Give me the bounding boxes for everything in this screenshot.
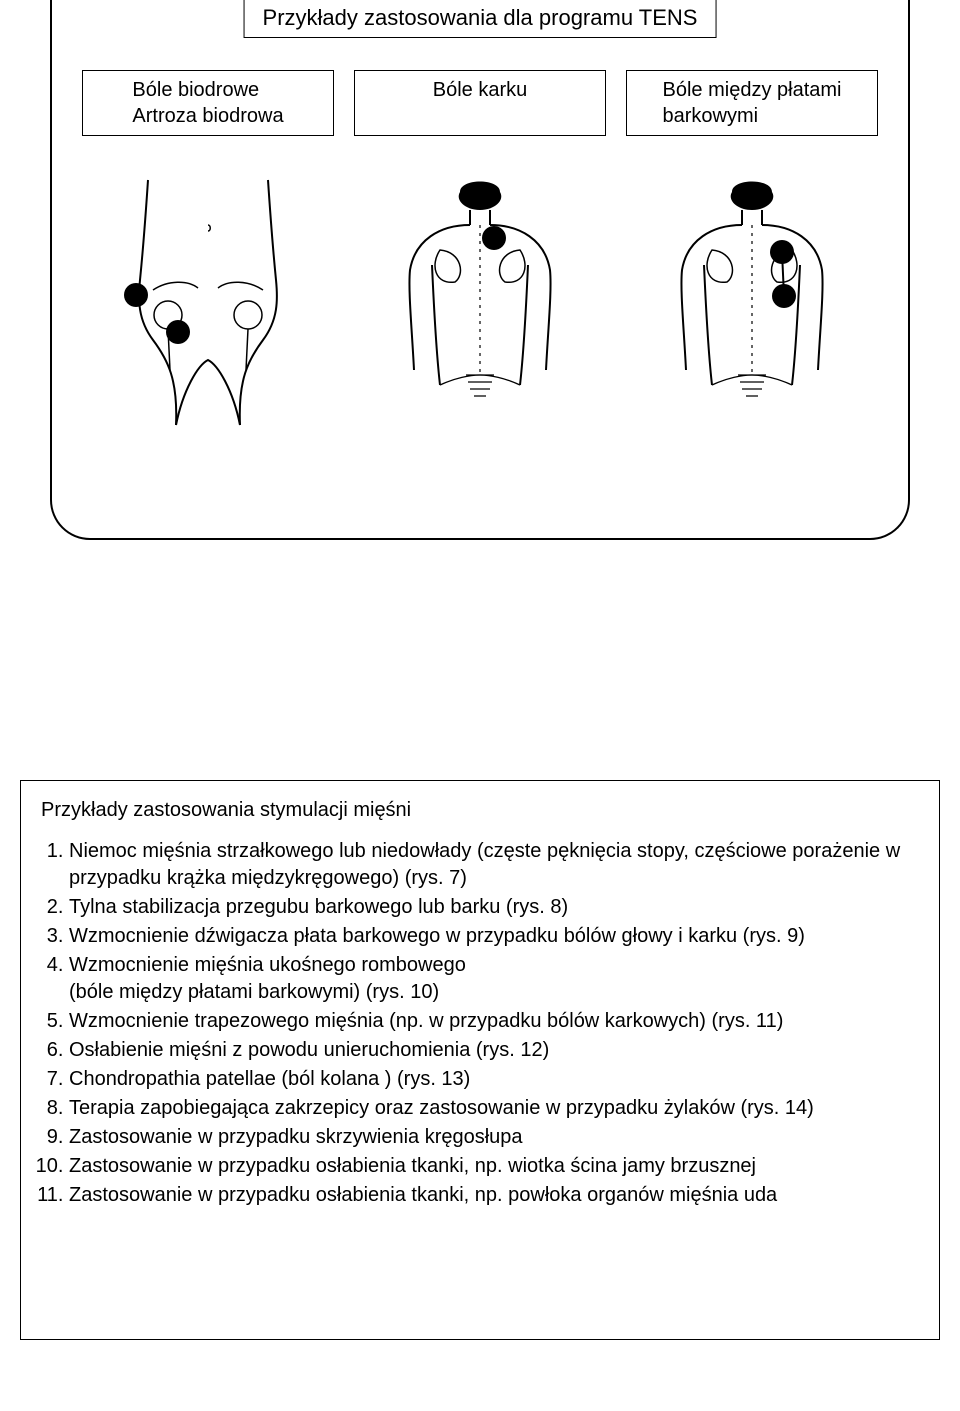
diagram-label-3: Bóle między płatami barkowymi bbox=[626, 70, 878, 136]
list-item: Wzmocnienie mięśnia ukośnego rombowego (… bbox=[69, 952, 919, 1006]
list-item: Zastosowanie w przypadku osłabienia tkan… bbox=[69, 1153, 919, 1180]
list-panel: Przykłady zastosowania stymulacji mięśni… bbox=[20, 780, 940, 1340]
list-item: Osłabienie mięśni z powodu unieruchomien… bbox=[69, 1037, 919, 1064]
hip-body-icon bbox=[98, 170, 318, 430]
electrode-icon bbox=[482, 226, 506, 250]
diagram-panel: Przykłady zastosowania dla programu TENS… bbox=[50, 0, 910, 540]
list-item: Zastosowanie w przypadku osłabienia tkan… bbox=[69, 1182, 919, 1209]
figure-hip bbox=[82, 170, 334, 430]
diagram-title: Przykłady zastosowania dla programu TENS bbox=[244, 0, 717, 38]
back-body-icon bbox=[642, 170, 862, 430]
electrode-icon bbox=[124, 283, 148, 307]
figure-shoulder bbox=[626, 170, 878, 430]
list-item: Terapia zapobiegająca zakrzepicy oraz za… bbox=[69, 1095, 919, 1122]
list-item: Zastosowanie w przypadku skrzywienia krę… bbox=[69, 1124, 919, 1151]
diagram-label-row: Bóle biodrowe Artroza biodrowa Bóle kark… bbox=[52, 70, 908, 136]
item-list: Niemoc mięśnia strzałkowego lub niedowła… bbox=[41, 838, 919, 1209]
figure-row bbox=[52, 170, 908, 430]
list-item: Wzmocnienie dźwigacza płata barkowego w … bbox=[69, 923, 919, 950]
diagram-label-2: Bóle karku bbox=[354, 70, 606, 136]
diagram-label-1: Bóle biodrowe Artroza biodrowa bbox=[82, 70, 334, 136]
page: Przykłady zastosowania dla programu TENS… bbox=[0, 0, 960, 1411]
list-item: Wzmocnienie trapezowego mięśnia (np. w p… bbox=[69, 1008, 919, 1035]
electrodes-neck bbox=[482, 226, 506, 250]
list-heading: Przykłady zastosowania stymulacji mięśni bbox=[41, 797, 919, 824]
electrodes-hip bbox=[124, 283, 190, 344]
list-item: Niemoc mięśnia strzałkowego lub niedowła… bbox=[69, 838, 919, 892]
list-item: Tylna stabilizacja przegubu barkowego lu… bbox=[69, 894, 919, 921]
electrode-icon bbox=[166, 320, 190, 344]
back-body-icon bbox=[370, 170, 590, 430]
electrodes-shoulder bbox=[770, 240, 796, 308]
figure-neck bbox=[354, 170, 606, 430]
list-item: Chondropathia patellae (ból kolana ) (ry… bbox=[69, 1066, 919, 1093]
